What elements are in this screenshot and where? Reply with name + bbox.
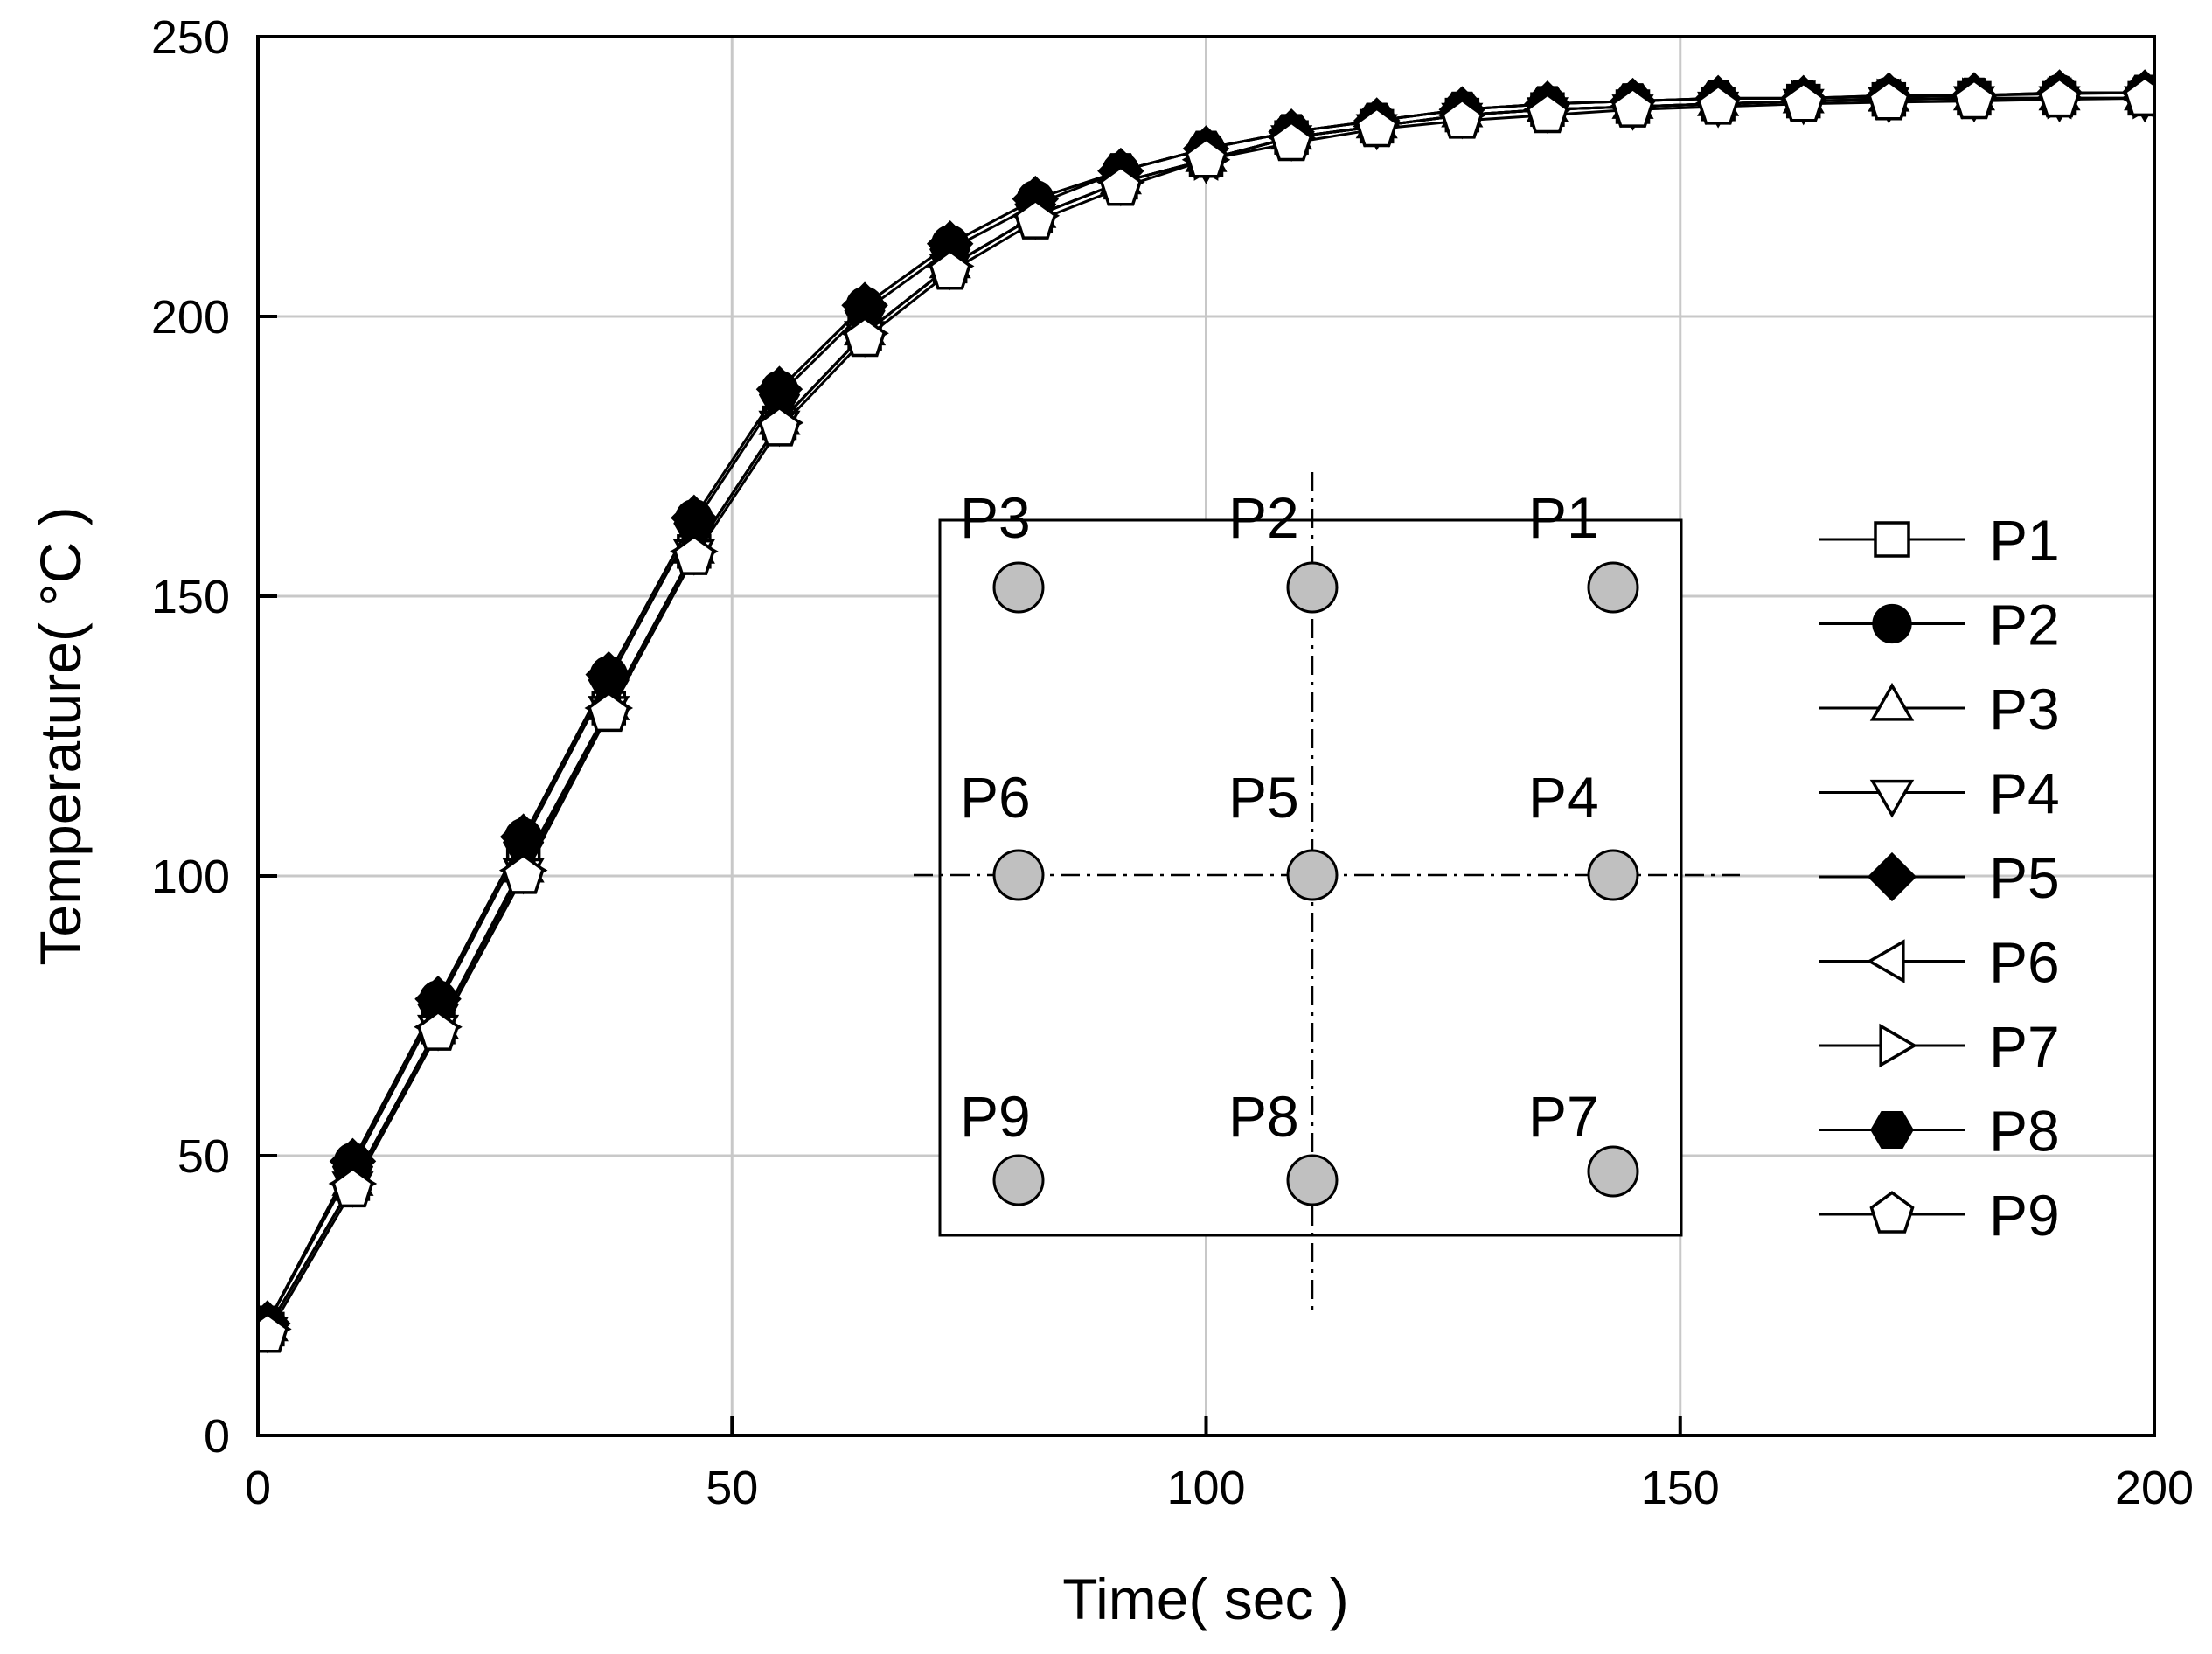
- data-point: [1526, 93, 1569, 134]
- data-point: [587, 691, 630, 733]
- data-point: [1879, 1023, 1918, 1068]
- legend-item-p1: P1: [1819, 508, 2060, 573]
- y-tick-label: 50: [177, 1130, 230, 1183]
- data-point: [672, 534, 716, 575]
- data-point: [1099, 165, 1143, 206]
- sensor-point: [1286, 561, 1339, 614]
- data-point: [1269, 121, 1313, 162]
- sensor-point: [1286, 1154, 1339, 1206]
- x-tick-label: 0: [245, 1462, 271, 1514]
- y-tick-label: 250: [151, 11, 230, 64]
- data-point: [1868, 80, 1910, 121]
- data-point: [502, 853, 545, 894]
- data-point: [1870, 1111, 1914, 1149]
- data-point: [1611, 87, 1654, 128]
- legend-label: P1: [1989, 508, 2060, 573]
- x-tick-label: 50: [706, 1462, 758, 1514]
- data-point: [1952, 79, 1996, 120]
- data-point: [1013, 198, 1057, 240]
- legend-label: P5: [1989, 845, 2060, 910]
- data-point: [1869, 779, 1915, 818]
- sensor-label: P4: [1528, 765, 1599, 830]
- data-point: [1782, 81, 1826, 122]
- sensor-point: [1587, 1145, 1639, 1198]
- y-tick-label: 100: [151, 851, 230, 903]
- legend-item-p4: P4: [1819, 761, 2060, 826]
- data-point: [1866, 939, 1905, 983]
- legend-label: P8: [1989, 1099, 2060, 1164]
- legend-item-p2: P2: [1819, 593, 2060, 657]
- x-tick-label: 150: [1641, 1462, 1720, 1514]
- sensor-point: [992, 849, 1045, 901]
- legend-label: P4: [1989, 761, 2060, 826]
- sensor-point: [1587, 849, 1639, 901]
- sensor-point: [1286, 849, 1339, 901]
- data-point: [2123, 75, 2154, 117]
- data-point: [929, 249, 971, 290]
- x-axis-title: Time( sec ): [1062, 1567, 1349, 1631]
- data-point: [1874, 521, 1910, 558]
- data-point: [758, 406, 801, 447]
- series-p9: [258, 75, 2154, 1353]
- data-point: [2038, 77, 2081, 118]
- legend-label: P6: [1989, 930, 2060, 995]
- data-point: [758, 377, 801, 414]
- data-point: [1872, 603, 1912, 644]
- data-point: [843, 316, 887, 358]
- sensor-position-inset: P3 P2 P1 P6 P5 P4 P9 P8 P7: [914, 472, 1740, 1316]
- legend-label: P3: [1989, 677, 2060, 741]
- data-point: [258, 1312, 289, 1353]
- sensor-label: P2: [1228, 485, 1299, 550]
- data-point: [1869, 1191, 1915, 1234]
- sensor-point: [1587, 561, 1639, 614]
- legend-label: P2: [1989, 593, 2060, 657]
- x-tick-label: 100: [1166, 1462, 1245, 1514]
- legend: P1 P2 P3 P4 P5 P6 P7 P8 P9: [1819, 508, 2060, 1247]
- y-tick-label: 150: [151, 571, 230, 623]
- sensor-label: P3: [960, 485, 1031, 550]
- y-tick-label: 200: [151, 291, 230, 344]
- data-point: [1185, 137, 1228, 178]
- data-point: [1355, 107, 1399, 148]
- sensor-label: P9: [960, 1084, 1031, 1149]
- legend-item-p8: P8: [1819, 1099, 2060, 1164]
- sensor-label: P8: [1228, 1084, 1299, 1149]
- data-point: [1441, 98, 1484, 139]
- data-point: [673, 505, 715, 542]
- legend-item-p3: P3: [1819, 677, 2060, 741]
- legend-item-p7: P7: [1819, 1014, 2060, 1079]
- sensor-label: P6: [960, 765, 1031, 830]
- data-point: [1696, 84, 1740, 125]
- sensor-point: [992, 1154, 1045, 1206]
- legend-item-p6: P6: [1819, 930, 2060, 995]
- y-axis-title: Temperature( °C ): [28, 506, 93, 965]
- sensor-label: P5: [1228, 765, 1299, 830]
- data-point: [416, 1010, 460, 1051]
- data-point: [1867, 851, 1917, 902]
- x-tick-label: 200: [2115, 1462, 2194, 1514]
- legend-label: P7: [1989, 1014, 2060, 1079]
- data-point: [1869, 682, 1915, 721]
- series-group: [258, 69, 2154, 1354]
- legend-label: P9: [1989, 1183, 2060, 1247]
- axis-ticks: 0 50 100 150 200 0 50 100 150 200 250: [151, 11, 2194, 1514]
- sensor-label: P1: [1528, 485, 1599, 550]
- sensor-point: [992, 561, 1045, 614]
- sensor-label: P7: [1528, 1084, 1599, 1149]
- y-tick-label: 0: [204, 1410, 230, 1463]
- legend-item-p5: P5: [1819, 845, 2060, 910]
- data-point: [331, 1166, 374, 1208]
- legend-item-p9: P9: [1819, 1183, 2060, 1247]
